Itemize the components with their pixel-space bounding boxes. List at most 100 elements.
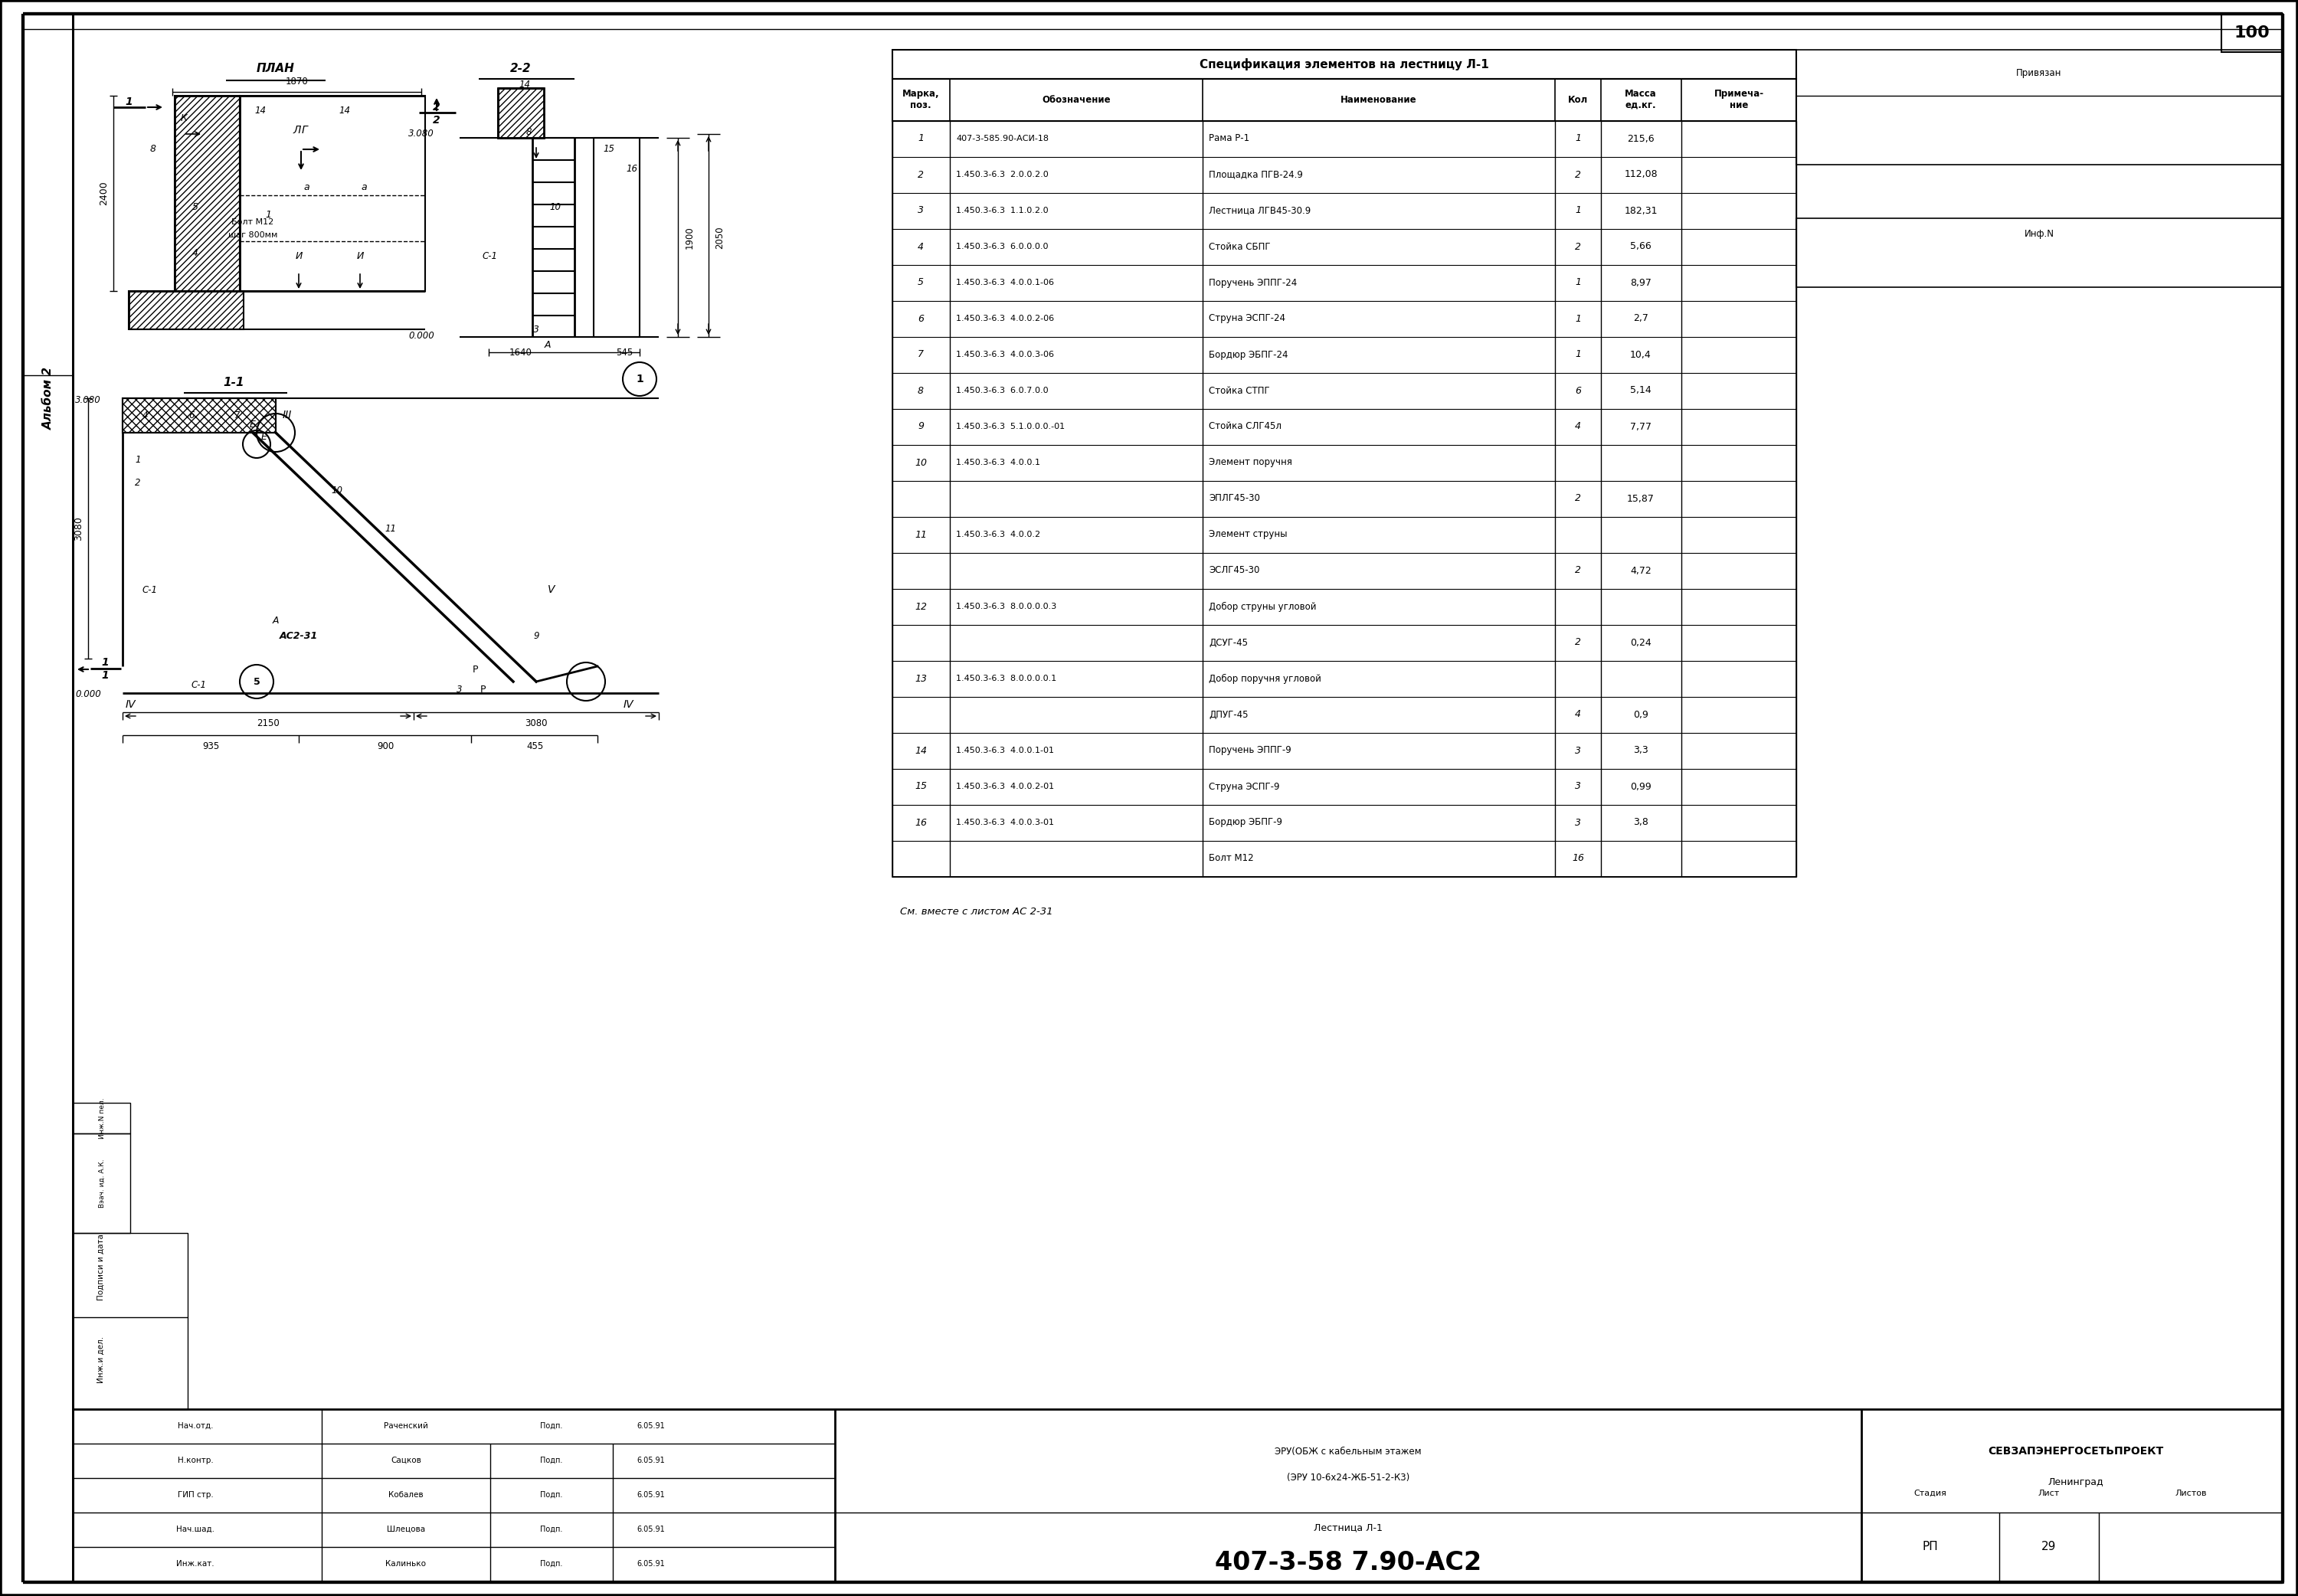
Bar [122,399,276,433]
Text: 14: 14 [519,80,531,89]
Text: Обозначение: Обозначение [1041,94,1110,104]
Bar [1797,49,2282,164]
Text: 10: 10 [331,485,342,495]
Text: 0,9: 0,9 [1634,710,1648,720]
Text: 1.450.3-6.3  4.0.0.3-06: 1.450.3-6.3 4.0.0.3-06 [956,351,1055,359]
Text: 2: 2 [136,477,140,487]
Text: Марка,
поз.: Марка, поз. [903,89,940,110]
Text: 29: 29 [2041,1542,2057,1553]
Text: 1: 1 [101,670,108,681]
Text: 13: 13 [915,674,926,683]
Text: 14: 14 [255,105,267,117]
Text: 6: 6 [1574,386,1581,396]
Text: Инф.N: Инф.N [2025,228,2054,238]
Text: 1.450.3-6.3  2.0.0.2.0: 1.450.3-6.3 2.0.0.2.0 [956,171,1048,179]
Text: Сацков: Сацков [391,1457,421,1464]
Bar [122,399,276,433]
Text: 215,6: 215,6 [1627,134,1655,144]
Bar [74,1103,131,1133]
Text: 0.000: 0.000 [409,330,434,340]
Text: Привязан: Привязан [2015,67,2061,78]
Text: 3,3: 3,3 [1634,745,1648,755]
Text: 3: 3 [457,685,462,694]
Text: 3: 3 [1574,817,1581,827]
Text: 14: 14 [915,745,926,755]
Text: Добор поручня угловой: Добор поручня угловой [1209,674,1321,683]
Text: 8,97: 8,97 [1629,278,1652,287]
Text: 1.450.3-6.3  6.0.0.0.0: 1.450.3-6.3 6.0.0.0.0 [956,243,1048,251]
Text: Лестница ЛГВ45-30.9: Лестница ЛГВ45-30.9 [1209,206,1310,215]
Text: 1: 1 [1574,134,1581,144]
Text: 6.05.91: 6.05.91 [637,1559,664,1567]
Text: 2: 2 [1574,565,1581,576]
Text: 3.080: 3.080 [76,394,101,405]
Text: 2: 2 [1574,169,1581,180]
Text: ПЛАН: ПЛАН [257,64,294,75]
Text: 2: 2 [917,169,924,180]
Text: 4: 4 [917,241,924,252]
Text: 9: 9 [917,421,924,431]
Text: 2: 2 [432,102,441,113]
Text: 2,7: 2,7 [1634,313,1648,324]
Text: 3: 3 [1574,782,1581,792]
Text: 1.450.3-6.3  4.0.0.2: 1.450.3-6.3 4.0.0.2 [956,531,1041,538]
Text: Масса
ед.кг.: Масса ед.кг. [1625,89,1657,110]
Text: 1: 1 [1574,206,1581,215]
Text: 16: 16 [625,163,637,174]
Text: а: а [361,182,368,193]
Text: 1.450.3-6.3  5.1.0.0.0.-01: 1.450.3-6.3 5.1.0.0.0.-01 [956,423,1064,431]
Text: 11: 11 [915,530,926,539]
Text: 1: 1 [124,96,133,107]
Bar [74,1234,188,1409]
Text: Ленинград: Ленинград [2048,1476,2103,1487]
Bar [74,1409,2282,1582]
Text: 3,8: 3,8 [1634,817,1648,827]
Text: 1900: 1900 [685,227,694,249]
Text: 3: 3 [533,324,540,334]
Text: Наименование: Наименование [1340,94,1418,104]
Text: 14: 14 [340,105,349,117]
Text: РП: РП [1923,1542,1937,1553]
Text: Рама Р-1: Рама Р-1 [1209,134,1250,144]
Text: СЕВЗАПЭНЕРГОСЕТЬПРОЕКТ: СЕВЗАПЭНЕРГОСЕТЬПРОЕКТ [1988,1446,2165,1457]
Text: Альбом 2: Альбом 2 [41,367,55,429]
Text: 7: 7 [917,350,924,359]
Text: 100: 100 [2234,26,2270,40]
Text: а: а [303,182,310,193]
Text: Болт М12: Болт М12 [232,219,273,227]
Text: 2050: 2050 [715,227,726,249]
Text: 1: 1 [136,455,140,464]
Bar [74,1133,131,1234]
Text: 1.450.3-6.3  8.0.0.0.0.1: 1.450.3-6.3 8.0.0.0.0.1 [956,675,1057,683]
Text: 1: 1 [637,373,643,385]
Text: 6.05.91: 6.05.91 [637,1526,664,1534]
Text: Стойка СБПГ: Стойка СБПГ [1209,241,1271,252]
Text: 407-3-585.90-АСИ-18: 407-3-585.90-АСИ-18 [956,134,1048,142]
Text: P: P [480,685,485,694]
Text: P: P [471,666,478,675]
Text: ЭСЛГ45-30: ЭСЛГ45-30 [1209,565,1259,576]
Text: 1.450.3-6.3  6.0.7.0.0: 1.450.3-6.3 6.0.7.0.0 [956,386,1048,394]
Text: Инж.и дел.: Инж.и дел. [97,1336,106,1382]
Text: 0,24: 0,24 [1629,637,1652,648]
Text: ДСУГ-45: ДСУГ-45 [1209,637,1248,648]
Text: Л: Л [294,124,301,136]
Text: 3.080: 3.080 [409,129,434,139]
Bar [892,121,1797,876]
Text: 0.000: 0.000 [76,689,101,699]
Text: Бордюр ЭБПГ-24: Бордюр ЭБПГ-24 [1209,350,1287,359]
Text: Инж.N пел.: Инж.N пел. [99,1098,106,1138]
Text: Н.контр.: Н.контр. [177,1457,214,1464]
Text: 15: 15 [602,144,616,155]
Text: 6.05.91: 6.05.91 [637,1491,664,1499]
Text: 4: 4 [193,247,198,257]
Text: А: А [273,616,278,626]
Text: 545: 545 [616,348,632,358]
Text: Лист: Лист [2038,1489,2059,1497]
Text: 4: 4 [1574,421,1581,431]
Bar [892,78,1797,121]
Text: 112,08: 112,08 [1625,169,1657,180]
Text: Элемент поручня: Элемент поручня [1209,458,1291,468]
Text: IV: IV [124,699,136,710]
Text: С-1: С-1 [191,680,207,691]
